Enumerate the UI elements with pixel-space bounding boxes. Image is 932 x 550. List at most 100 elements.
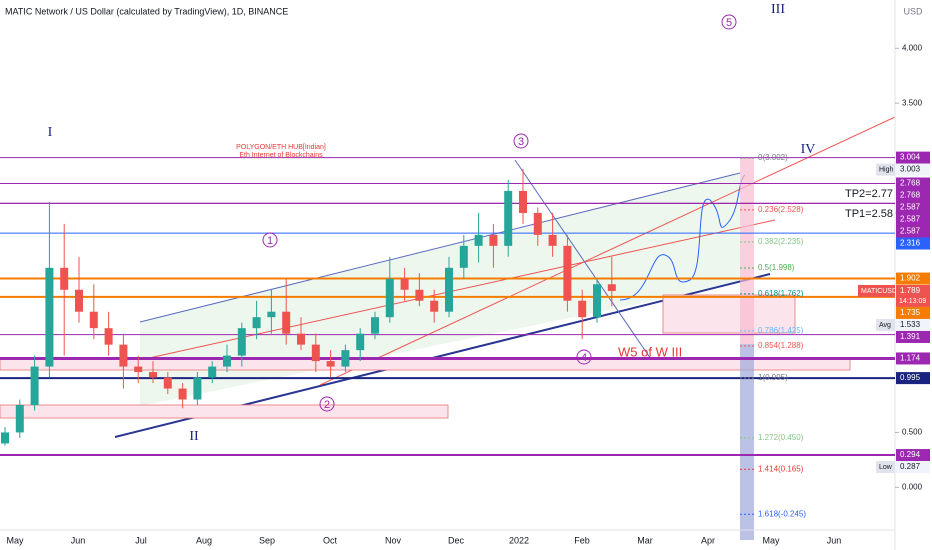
candle-body: [134, 366, 143, 373]
price-label: 1.735: [900, 308, 921, 317]
wave-circle: [576, 349, 592, 365]
wave-line: [514, 159, 656, 366]
candle-body: [356, 333, 365, 351]
x-tick-label: 2022: [509, 535, 529, 545]
candle-body: [223, 355, 231, 367]
fib-label: 0.786(1.425): [758, 326, 804, 335]
wave-circle: [262, 232, 278, 248]
candle-body: [178, 388, 187, 400]
candle-body: [252, 317, 261, 329]
candle-body: [548, 234, 557, 246]
stat-value: 0.287: [900, 462, 921, 471]
x-tick-label: Jul: [135, 535, 147, 545]
candle-body: [445, 267, 453, 312]
x-tick-label: Aug: [196, 535, 212, 545]
candle-body: [311, 344, 320, 362]
x-tick-label: Jun: [827, 535, 842, 545]
symbol-box: [858, 284, 895, 297]
stat-box: [896, 163, 930, 176]
candle-body: [326, 361, 335, 367]
candle-body: [119, 344, 128, 367]
candle-body: [208, 366, 217, 378]
candle-body: [89, 311, 98, 329]
x-tick-label: Dec: [448, 535, 465, 545]
wave-circle: [319, 396, 335, 412]
timer: 14:13:09: [899, 298, 926, 305]
price-box: [896, 225, 930, 238]
candle-body: [504, 190, 513, 246]
wave-label: II: [189, 429, 199, 444]
y-tick-label: 4.000: [902, 43, 923, 52]
wave-label: 4: [581, 352, 587, 364]
y-tick-label: 0.500: [902, 428, 923, 437]
annotation: TP2=2.77: [845, 188, 893, 200]
wave-label: 2: [324, 399, 330, 411]
trendline-red2: [139, 219, 776, 361]
x-tick-label: Feb: [574, 535, 590, 545]
stat-value: 1.533: [900, 320, 921, 329]
x-tick-label: May: [6, 535, 24, 545]
candle-body: [607, 284, 616, 291]
risk-box: [740, 158, 754, 344]
last-price: 1.789: [900, 286, 921, 295]
stat-box: [896, 318, 930, 331]
price-box: [896, 352, 930, 365]
currency: USD: [903, 6, 923, 16]
stat-name: Avg: [879, 322, 891, 329]
candle-body: [489, 234, 498, 246]
zone: [662, 294, 796, 334]
chart-title: MATIC Network / US Dollar (calculated by…: [5, 6, 288, 16]
wave-label: 5: [726, 17, 732, 29]
x-tick-label: Jun: [71, 535, 86, 545]
price-label: 2.587: [900, 227, 921, 236]
candle-body: [267, 311, 276, 318]
candle-body: [593, 284, 601, 318]
price-label: 2.768: [900, 191, 921, 200]
wave-circle: [721, 14, 737, 30]
symbol-name: MATICUSD: [861, 288, 897, 295]
candle-body: [430, 300, 439, 312]
price-box: [896, 151, 930, 164]
stat-value: 3.003: [900, 165, 921, 174]
price-label: 2.316: [900, 239, 921, 248]
price-label: 1.391: [900, 332, 921, 341]
fib-label: 1.414(0.165): [758, 464, 804, 473]
candle-body: [519, 190, 527, 213]
x-tick-label: Nov: [385, 535, 402, 545]
price-box: [896, 237, 930, 250]
price-label: 2.768: [900, 179, 921, 188]
price-label: 1.174: [900, 354, 921, 363]
fib-label: 1.618(-0.245): [758, 509, 806, 518]
price-box: [896, 306, 930, 319]
candle-body: [1, 432, 9, 444]
y-tick-label: 3.500: [902, 98, 923, 107]
candle-body: [282, 311, 291, 334]
candle-body: [459, 245, 468, 268]
annotation: Eth Internet of Blockchains: [239, 152, 323, 159]
stat-box: [876, 163, 895, 176]
candle-body: [75, 289, 83, 312]
fib-label: 1(0.995): [758, 373, 788, 382]
stat-name: High: [879, 166, 894, 173]
price-box: [896, 177, 930, 190]
candle-body: [297, 333, 305, 345]
x-tick-label: May: [762, 535, 780, 545]
fib-label: 0(3.002): [758, 153, 788, 162]
x-tick-label: Mar: [637, 535, 653, 545]
annotation: W5 of W III: [618, 344, 682, 359]
candle-body: [60, 267, 69, 290]
candle-body: [415, 289, 424, 301]
candle-body: [104, 328, 113, 345]
fib-label: 0.236(2.528): [758, 205, 804, 214]
fib-label: 0.618(1.762): [758, 289, 804, 298]
wave-label: III: [771, 2, 785, 17]
last-price-box: [896, 284, 930, 307]
candle-body: [385, 278, 394, 318]
stat-box: [896, 461, 930, 474]
zone: [0, 404, 449, 419]
price-box: [896, 201, 930, 214]
price-box: [896, 272, 930, 285]
stat-box: [876, 461, 895, 474]
fib-label: 0.5(1.998): [758, 263, 795, 272]
